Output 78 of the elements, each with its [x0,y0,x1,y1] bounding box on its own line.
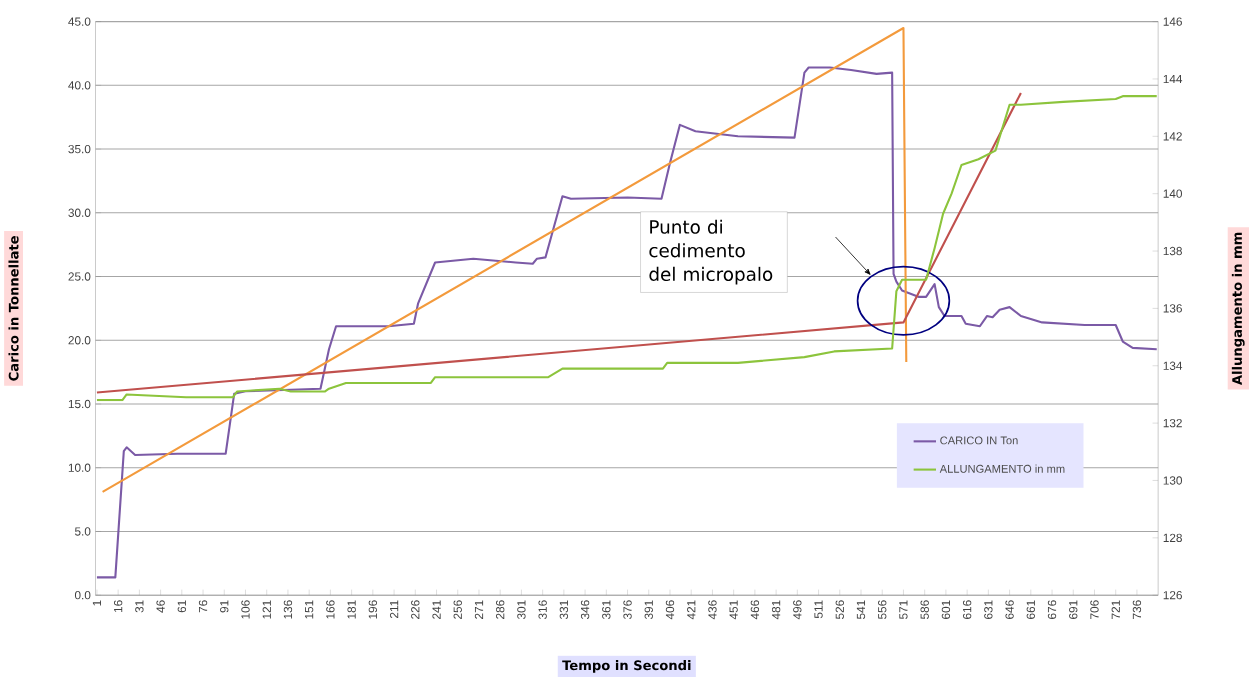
x-tick-label: 76 [198,600,208,613]
x-tick-label: 181 [347,600,356,619]
y2-tick-label: 128 [1163,533,1182,542]
x-tick-label: 331 [559,600,569,619]
x-tick-label: 91 [220,600,229,613]
y2-tick-label: 146 [1163,17,1182,26]
y-axis-title: Carico in Tonnellate [8,236,19,381]
x-tick-label: 271 [474,600,484,619]
y2-tick-label: 140 [1163,189,1183,198]
y-tick-label: 40.0 [68,81,91,90]
y-tick-label: 5.0 [74,527,91,536]
x-tick-label: 631 [984,600,993,619]
x-tick-label: 556 [878,600,887,619]
x-tick-label: 301 [517,600,526,619]
x-tick-label: 571 [899,600,908,619]
x-tick-label: 61 [177,600,187,613]
y2-tick-label: 132 [1163,418,1182,428]
x-tick-label: 646 [1005,600,1014,619]
x-tick-label: 196 [368,600,378,619]
y2-tick-label: 138 [1163,246,1182,256]
x-tick-label: 286 [496,600,505,619]
x-tick-label: 451 [729,600,738,620]
x-tick-label: 706 [1090,600,1099,619]
x-tick-label: 316 [538,600,547,619]
legend-label: CARICO IN Ton [940,436,1018,445]
y2-tick-label: 136 [1163,304,1182,313]
y2-tick-label: 142 [1163,132,1182,141]
x-tick-label: 241 [432,600,441,619]
y2-tick-label: 126 [1163,590,1182,600]
x-tick-label: 586 [920,600,929,619]
x-tick-label: 421 [687,600,696,620]
y-tick-label: 25.0 [68,272,91,281]
x-tick-label: 376 [623,600,632,619]
y-tick-label: 20.0 [68,336,91,345]
x-tick-label: 616 [962,600,972,619]
x-tick-label: 136 [283,600,293,619]
y-tick-label: 35.0 [68,144,91,154]
x-tick-label: 601 [941,600,951,619]
x-tick-label: 211 [389,600,399,618]
x-tick-label: 526 [835,600,844,619]
x-tick-label: 676 [1047,600,1057,619]
x-tick-label: 361 [602,600,611,619]
annotation: Punto di cedimento del micropalo [649,219,773,285]
x-axis-title: Tempo in Secondi [562,659,691,673]
x-tick-label: 151 [305,600,314,619]
y2-tick-label: 134 [1163,361,1183,370]
x-tick-label: 481 [771,600,781,620]
x-tick-label: 46 [156,600,165,613]
x-tick-label: 511 [814,600,823,619]
x-tick-label: 391 [644,600,653,619]
x-tick-label: 466 [750,600,760,620]
x-tick-label: 31 [135,600,144,613]
x-tick-label: 541 [856,600,866,619]
y2-axis-title: Allungamento in mm [1231,232,1245,385]
x-tick-label: 16 [113,600,123,612]
x-tick-label: 166 [326,600,335,619]
y-tick-label: 45.0 [68,17,91,26]
y-tick-label: 10.0 [68,463,91,472]
line-series [95,66,1158,579]
y2-tick-label: 144 [1163,74,1183,83]
x-tick-label: 496 [793,600,802,620]
x-tick-label: 406 [665,600,675,620]
x-tick-label: 736 [1132,600,1142,619]
y-tick-label: 30.0 [68,208,91,217]
x-tick-label: 226 [411,600,420,619]
y2-tick-label: 130 [1163,476,1183,485]
x-tick-label: 721 [1111,600,1120,619]
x-tick-label: 691 [1069,600,1078,619]
x-tick-label: 346 [580,600,590,619]
y-tick-label: 15.0 [68,399,91,409]
x-tick-label: 436 [708,600,717,620]
x-tick-label: 256 [453,600,462,619]
x-tick-label: 121 [262,600,271,619]
x-tick-label: 1 [92,600,101,606]
y-tick-label: 0.0 [74,590,91,600]
x-tick-label: 661 [1026,600,1035,619]
x-tick-label: 106 [241,600,250,619]
legend-label: ALLUNGAMENTO in mm [939,464,1065,473]
